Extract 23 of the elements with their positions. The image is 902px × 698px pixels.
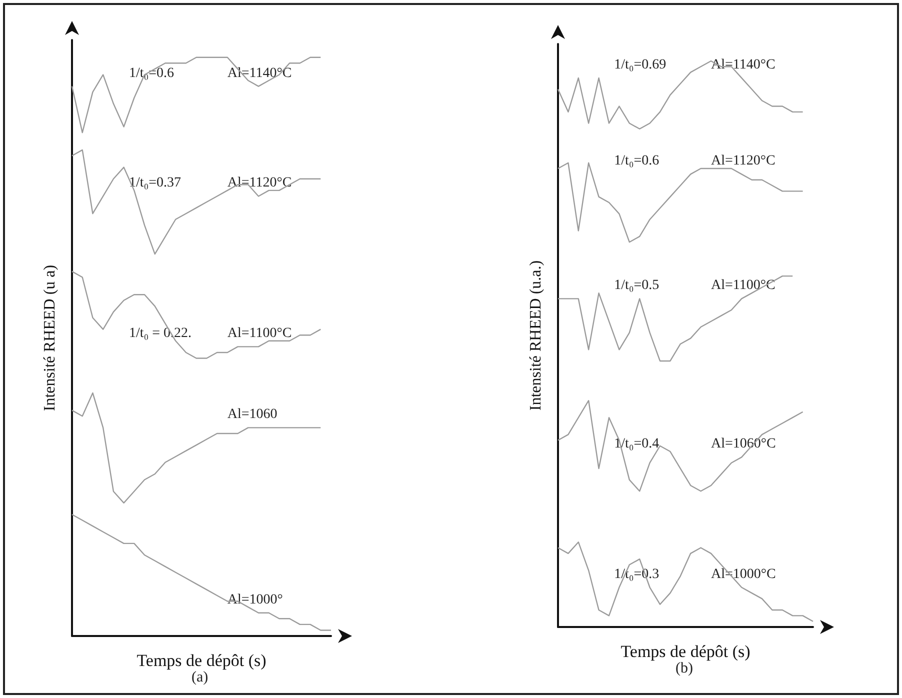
annotation: 1/t₀=0.3 <box>614 566 660 582</box>
annotation: 1/t₀=0.69 <box>614 57 666 72</box>
annotation: 1/t₀=0.4 <box>614 436 660 452</box>
text: (a) <box>192 670 208 686</box>
series-label: Al=1120°C <box>711 154 776 169</box>
y-axis-title: Intensité RHEED (u a) <box>42 264 58 412</box>
series-label: Al=1100°C <box>227 326 292 342</box>
series-label: Al=1140°C <box>227 66 292 81</box>
series-label: Al=1120°C <box>227 176 292 191</box>
annotation: 1/t₀=0.37 <box>128 176 182 191</box>
series-label: Al=1060 <box>227 407 278 422</box>
x-axis-title: Temps de dépôt (s) <box>620 642 750 661</box>
text: (b) <box>676 660 693 676</box>
annotation: 1/t₀=0.5 <box>614 278 660 294</box>
x-axis-title: Temps de dépôt (s) <box>136 651 266 670</box>
series-label: Al=1000°C <box>711 566 776 582</box>
series-label: Al=1060°C <box>711 436 776 452</box>
series-label: Al=1000° <box>227 592 283 608</box>
y-axis-title: Intensité RHEED (u.a.) <box>528 260 544 411</box>
series-label: Al=1140°C <box>711 57 776 72</box>
series-label: Al=1100°C <box>711 278 776 294</box>
annotation: 1/t₀=0.6 <box>614 154 660 169</box>
annotation: 1/t₀=0.6 <box>128 66 174 81</box>
